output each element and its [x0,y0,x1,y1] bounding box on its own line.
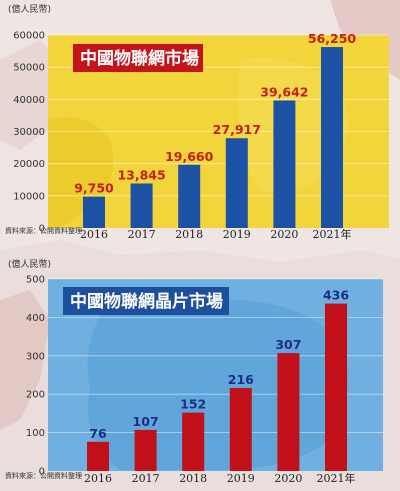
x-tick-label: 2017 [128,228,156,241]
y-tick-label: 60000 [13,31,45,42]
data-label: 27,917 [213,122,261,137]
x-tick-label: 2021年 [317,471,356,485]
bar [182,412,205,471]
x-tick-label: 2019 [227,472,255,485]
source-note: 資料來源：公開資料整理 [5,471,82,480]
x-tick-label: 2019 [223,228,251,241]
x-tick-label: 2017 [132,472,160,485]
bar [83,196,105,228]
title-box [73,44,203,72]
y-tick-label: 500 [26,275,45,286]
y-tick-label: 20000 [13,159,45,170]
x-axis-labels: 2016 2017 2018 2019 2020 2021年 [84,471,356,485]
y-tick-label: 10000 [13,191,45,202]
x-tick-label: 2016 [80,228,108,241]
chart-title: 中國物聯網市場 [80,48,199,69]
bar [273,100,296,228]
x-tick-label: 2021年 [313,227,352,241]
y-tick-label: 300 [26,351,45,362]
y-axis-unit: (億人民幣) [8,258,51,270]
y-tick-label: 30000 [13,127,45,138]
y-axis-unit: (億人民幣) [8,3,51,15]
data-label: 152 [180,397,206,412]
x-tick-label: 2020 [274,472,302,485]
title-box [63,287,229,315]
y-axis-ticks: 0 100 200 300 400 500 [26,275,45,478]
y-tick-label: 100 [26,428,45,439]
y-tick-label: 200 [26,390,45,401]
bars [83,47,343,228]
data-label: 436 [323,288,349,303]
y-tick-label: 0 [39,224,45,235]
data-label: 107 [133,414,159,429]
x-tick-label: 2016 [84,472,112,485]
y-axis-ticks: 0 10000 20000 30000 40000 50000 60000 [13,31,45,235]
data-label: 9,750 [74,181,114,196]
bar [134,429,157,471]
source-note: 資料來源：公開資料整理 [5,226,82,235]
bar [321,47,343,228]
y-tick-label: 0 [39,467,45,478]
bar [225,138,248,228]
x-tick-label: 2020 [270,228,298,241]
data-label: 39,642 [260,84,308,99]
y-tick-label: 40000 [13,95,45,106]
bar [277,353,300,471]
x-axis-labels: 2016 2017 2018 2019 2020 2021年 [80,227,352,241]
x-tick-label: 2018 [179,472,207,485]
data-label: 216 [228,372,254,387]
y-tick-label: 50000 [13,63,45,74]
bar [325,303,347,471]
bar [178,164,201,228]
x-tick-label: 2018 [175,228,203,241]
value-labels: 76 107 152 216 307 436 [89,288,349,441]
data-label: 307 [275,337,301,352]
bar [229,388,252,471]
data-label: 13,845 [117,167,165,182]
y-tick-label: 400 [26,313,45,324]
bars [87,303,347,471]
data-label: 76 [89,426,107,441]
chart-iot-market: 0 10000 20000 30000 40000 50000 60000 9,75013,… [5,3,389,241]
map-shape [87,292,348,470]
bar [87,441,109,471]
chart-title: 中國物聯網晶片市場 [70,291,223,312]
bar [130,183,153,228]
data-label: 19,660 [165,149,214,164]
data-label: 56,250 [308,31,357,46]
